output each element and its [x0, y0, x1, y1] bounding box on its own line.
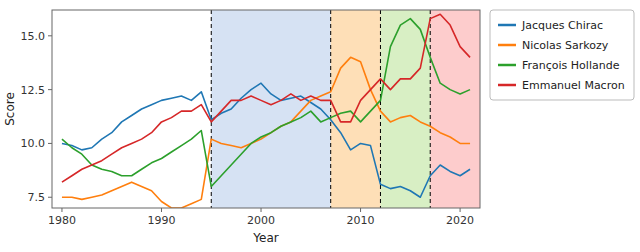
x-tick: [360, 208, 361, 212]
legend-label: Nicolas Sarkozy: [522, 39, 609, 52]
legend-swatch: [498, 64, 516, 67]
series-line: [62, 57, 470, 208]
dashed-line: [330, 10, 331, 208]
legend-label: Emmanuel Macron: [522, 79, 625, 92]
legend-swatch: [498, 84, 516, 87]
y-tick: [48, 143, 52, 144]
y-tick-label: 7.5: [28, 191, 46, 204]
x-tick-label: 2000: [247, 214, 275, 227]
y-tick: [48, 89, 52, 90]
bg-region: [430, 10, 480, 208]
series-line: [62, 14, 470, 182]
x-tick: [460, 208, 461, 212]
bg-region: [380, 10, 430, 208]
y-tick-label: 10.0: [21, 137, 46, 150]
y-tick-label: 15.0: [21, 30, 46, 43]
x-tick-label: 2020: [446, 214, 474, 227]
legend-swatch: [498, 44, 516, 47]
plot-frame: [52, 10, 480, 208]
series-line: [62, 83, 470, 197]
plot-area: [62, 10, 480, 208]
x-tick-label: 1990: [147, 214, 175, 227]
x-tick: [161, 208, 162, 212]
y-tick: [48, 35, 52, 36]
legend-box: [490, 10, 634, 100]
dashed-line: [211, 10, 212, 208]
legend: Jacques Chirac Nicolas Sarkozy François Ho…: [490, 10, 634, 100]
chart: 1980 1990 2000 2010 2020 7.5 10.0 12.5 15.0 Year S…: [0, 0, 640, 252]
y-tick-label: 12.5: [21, 84, 46, 97]
legend-swatch: [498, 24, 516, 27]
x-tick-label: 1980: [48, 214, 76, 227]
x-tick-label: 2010: [347, 214, 375, 227]
x-tick: [261, 208, 262, 212]
x-tick: [61, 208, 62, 212]
legend-label: Jacques Chirac: [521, 19, 603, 32]
y-tick: [48, 197, 52, 198]
x-axis-label: Year: [252, 231, 278, 245]
legend-label: François Hollande: [522, 59, 620, 72]
y-axis-label: Score: [3, 92, 17, 126]
